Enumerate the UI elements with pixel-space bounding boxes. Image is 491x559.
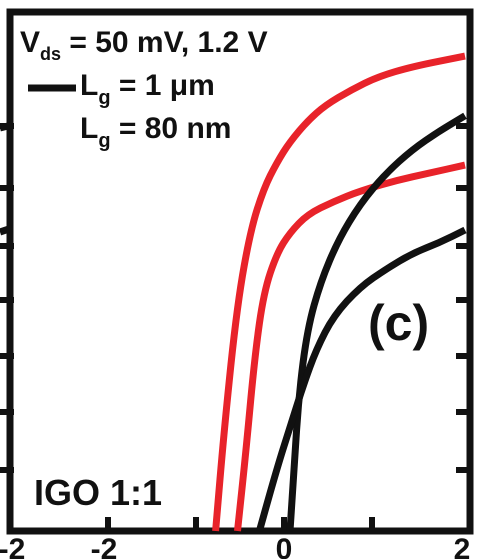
legend-entry-3-l: L: [80, 112, 98, 145]
legend-entry-2-rest: = 1 μm: [111, 69, 215, 102]
legend-entry-2-l: L: [80, 69, 98, 102]
x-tick-label: 2: [454, 533, 471, 559]
edge-fragment: [0, 224, 14, 236]
legend-entry-3: Lg = 80 nm: [80, 112, 231, 152]
edge-fragment: [0, 121, 13, 132]
legend-entry-3-rest: = 80 nm: [111, 112, 232, 145]
legend-entry-1-sub: ds: [40, 44, 61, 64]
material-label: IGO 1:1: [34, 472, 162, 513]
legend-entry-1-rest: = 50 mV, 1.2 V: [61, 26, 268, 59]
legend-entry-1: Vds = 50 mV, 1.2 V: [20, 26, 268, 64]
legend-entry-1-v: V: [20, 26, 40, 59]
x-tick-label: 0: [276, 533, 293, 559]
panel-label: (c): [368, 295, 429, 351]
series-group: [212, 52, 467, 532]
left-edge-fragments: [0, 121, 14, 236]
x-tick-labels: -2 -2 0 2: [0, 533, 470, 559]
series-line-1: [212, 52, 466, 532]
bottom-ticks: [105, 517, 375, 531]
right-ticks: [456, 123, 470, 473]
legend-entry-2: Lg = 1 μm: [80, 69, 215, 109]
legend-entry-2-sub: g: [98, 87, 110, 109]
x-tick-label: -2: [91, 533, 118, 559]
series-line-3: [286, 112, 467, 532]
x-tick-label: -2: [0, 533, 25, 559]
legend: Vds = 50 mV, 1.2 V Lg = 1 μm Lg = 80 nm: [20, 26, 268, 152]
series-line-2: [234, 161, 466, 532]
legend-entry-3-sub: g: [98, 130, 110, 152]
series-line-4: [256, 226, 467, 532]
